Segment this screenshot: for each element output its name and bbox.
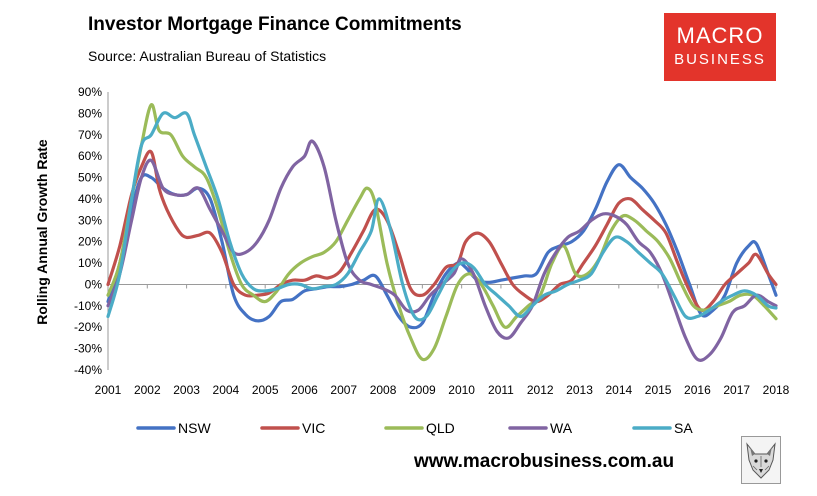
y-tick-label: 60% bbox=[78, 149, 102, 163]
x-tick-label: 2009 bbox=[409, 383, 436, 397]
chart-subtitle: Source: Australian Bureau of Statistics bbox=[88, 48, 327, 64]
series-line-qld bbox=[106, 103, 778, 362]
fox-logo-icon bbox=[741, 436, 781, 484]
series-line-vic bbox=[106, 149, 778, 312]
y-tick-label: -20% bbox=[74, 320, 102, 334]
x-tick-label: 2001 bbox=[95, 383, 122, 397]
x-tick-label: 2012 bbox=[527, 383, 554, 397]
y-tick-label: 30% bbox=[78, 213, 102, 227]
y-tick-label: 50% bbox=[78, 171, 102, 185]
y-tick-label: -30% bbox=[74, 342, 102, 356]
y-tick-label: 40% bbox=[78, 192, 102, 206]
y-tick-label: 0% bbox=[85, 277, 103, 291]
y-tick-label: 10% bbox=[78, 256, 102, 270]
x-tick-label: 2003 bbox=[173, 383, 200, 397]
y-axis-title: Rolling Annual Growth Rate bbox=[34, 139, 50, 325]
x-tick-label: 2017 bbox=[723, 383, 750, 397]
x-tick-labels: 2001 2002 2003 2004 2005 2006 2007 2008 2009 2010… bbox=[95, 284, 790, 397]
x-tick-label: 2018 bbox=[763, 383, 790, 397]
x-tick-label: 2016 bbox=[684, 383, 711, 397]
x-tick-label: 2011 bbox=[488, 383, 514, 397]
legend: NSW VIC QLD WA SA bbox=[136, 420, 693, 436]
legend-label-sa: SA bbox=[674, 420, 693, 436]
legend-label-nsw: NSW bbox=[178, 420, 211, 436]
series-lines bbox=[106, 103, 778, 362]
legend-label-qld: QLD bbox=[426, 420, 455, 436]
website-url: www.macrobusiness.com.au bbox=[414, 451, 675, 472]
y-tick-label: 80% bbox=[78, 106, 102, 120]
legend-label-vic: VIC bbox=[302, 420, 325, 436]
x-tick-label: 2015 bbox=[645, 383, 672, 397]
y-tick-label: -10% bbox=[74, 299, 102, 313]
x-tick-label: 2006 bbox=[291, 383, 318, 397]
series-line-sa bbox=[106, 111, 778, 322]
x-tick-label: 2010 bbox=[448, 383, 475, 397]
macro-business-logo: MACRO BUSINESS bbox=[664, 13, 776, 81]
logo-line-1: MACRO bbox=[676, 23, 764, 48]
y-tick-label: 90% bbox=[78, 85, 102, 99]
logo-line-2: BUSINESS bbox=[674, 51, 766, 68]
x-tick-label: 2004 bbox=[213, 383, 240, 397]
legend-label-wa: WA bbox=[550, 420, 573, 436]
y-axis-title-group: Rolling Annual Growth Rate bbox=[34, 139, 50, 325]
x-tick-label: 2007 bbox=[330, 383, 357, 397]
y-tick-label: 20% bbox=[78, 235, 102, 249]
x-tick-label: 2005 bbox=[252, 383, 279, 397]
x-tick-label: 2002 bbox=[134, 383, 161, 397]
x-tick-label: 2014 bbox=[605, 383, 632, 397]
x-tick-label: 2008 bbox=[370, 383, 397, 397]
y-tick-labels: 90% 80% 70% 60% 50% 40% 30% 20% 10% 0% -10% -20% -30… bbox=[74, 85, 102, 377]
x-tick-label: 2013 bbox=[566, 383, 593, 397]
y-tick-label: 70% bbox=[78, 128, 102, 142]
chart-title: Investor Mortgage Finance Commitments bbox=[88, 14, 462, 35]
y-tick-label: -40% bbox=[74, 363, 102, 377]
